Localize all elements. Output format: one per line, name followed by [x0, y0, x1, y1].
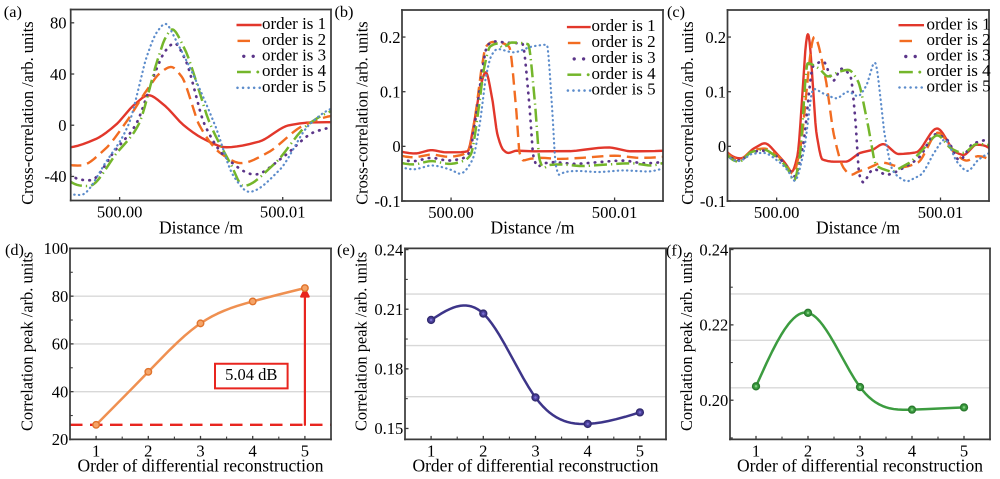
- svg-text:Order of differential reconstr: Order of differential reconstruction: [412, 456, 658, 476]
- svg-text:0.2: 0.2: [705, 28, 726, 47]
- svg-text:order is 5: order is 5: [262, 77, 326, 96]
- svg-text:0.2: 0.2: [380, 28, 401, 47]
- svg-text:1: 1: [752, 441, 760, 460]
- svg-text:Correlation peak /arb. units: Correlation peak /arb. units: [677, 252, 696, 431]
- svg-text:500.01: 500.01: [592, 203, 638, 222]
- svg-text:(b): (b): [334, 2, 353, 21]
- svg-text:0: 0: [718, 137, 726, 156]
- svg-text:Order of differential reconstr: Order of differential reconstruction: [737, 456, 983, 476]
- svg-text:Cross-correlation /arb. units: Cross-correlation /arb. units: [352, 21, 371, 204]
- svg-text:order is 2: order is 2: [592, 32, 656, 51]
- svg-text:4: 4: [908, 441, 917, 460]
- svg-text:(a): (a): [4, 2, 22, 21]
- svg-text:(f): (f): [666, 240, 682, 259]
- svg-text:40: 40: [52, 382, 69, 401]
- svg-text:-0.1: -0.1: [374, 192, 400, 211]
- svg-text:2: 2: [804, 441, 812, 460]
- svg-text:0: 0: [58, 116, 66, 135]
- svg-text:order is 4: order is 4: [927, 61, 992, 80]
- svg-text:Correlation peak /arb. units: Correlation peak /arb. units: [351, 252, 370, 431]
- svg-text:3: 3: [531, 441, 539, 460]
- svg-text:40: 40: [50, 65, 67, 84]
- svg-text:80: 80: [50, 14, 67, 33]
- svg-text:1: 1: [92, 441, 100, 460]
- svg-text:(e): (e): [337, 240, 355, 259]
- svg-text:500.01: 500.01: [918, 203, 964, 222]
- svg-text:Distance /m: Distance /m: [816, 218, 900, 238]
- svg-text:5: 5: [301, 441, 309, 460]
- svg-text:0: 0: [392, 137, 400, 156]
- svg-text:5: 5: [960, 441, 968, 460]
- svg-text:order is 3: order is 3: [262, 45, 326, 64]
- svg-text:2: 2: [479, 441, 487, 460]
- svg-text:Cross-correlation /arb. units: Cross-correlation /arb. units: [18, 21, 37, 204]
- svg-text:0.1: 0.1: [380, 82, 401, 101]
- svg-text:Cross-correlation /arb. units: Cross-correlation /arb. units: [678, 21, 697, 204]
- svg-text:order is 1: order is 1: [262, 14, 326, 33]
- svg-text:100: 100: [43, 239, 68, 258]
- svg-text:Distance /m: Distance /m: [490, 218, 574, 238]
- svg-text:order is 5: order is 5: [927, 77, 991, 96]
- svg-text:order is 5: order is 5: [592, 80, 656, 99]
- svg-text:Correlation peak /arb. units: Correlation peak /arb. units: [17, 252, 36, 431]
- svg-text:20: 20: [52, 430, 69, 449]
- svg-text:3: 3: [196, 441, 204, 460]
- svg-text:-0.1: -0.1: [700, 192, 726, 211]
- svg-text:order is 2: order is 2: [262, 30, 326, 49]
- svg-text:(d): (d): [5, 240, 24, 259]
- svg-text:0.1: 0.1: [705, 82, 726, 101]
- svg-text:60: 60: [52, 335, 69, 354]
- svg-text:2: 2: [144, 441, 152, 460]
- svg-text:order is 4: order is 4: [592, 64, 657, 83]
- svg-text:5.04 dB: 5.04 dB: [225, 365, 277, 384]
- svg-text:Distance /m: Distance /m: [159, 218, 243, 238]
- svg-text:order is 3: order is 3: [927, 46, 991, 65]
- svg-text:4: 4: [249, 441, 258, 460]
- svg-text:0.24: 0.24: [699, 240, 729, 259]
- svg-text:Order of differential reconstr: Order of differential reconstruction: [77, 456, 323, 476]
- svg-text:order is 2: order is 2: [927, 30, 991, 49]
- svg-text:500.00: 500.00: [97, 203, 143, 222]
- svg-text:500.01: 500.01: [260, 203, 306, 222]
- svg-text:0.22: 0.22: [699, 316, 728, 335]
- svg-text:0.24: 0.24: [374, 240, 404, 259]
- svg-text:-40: -40: [44, 167, 66, 186]
- svg-text:0.18: 0.18: [374, 360, 403, 379]
- svg-text:order is 1: order is 1: [592, 16, 656, 35]
- svg-text:order is 1: order is 1: [927, 14, 991, 33]
- svg-text:80: 80: [52, 287, 69, 306]
- svg-text:0.21: 0.21: [374, 300, 403, 319]
- svg-text:0.15: 0.15: [374, 419, 403, 438]
- svg-text:3: 3: [856, 441, 864, 460]
- svg-text:0.20: 0.20: [699, 391, 728, 410]
- svg-text:500.00: 500.00: [754, 203, 800, 222]
- svg-text:5: 5: [636, 441, 644, 460]
- svg-text:1: 1: [427, 441, 435, 460]
- svg-text:order is 3: order is 3: [592, 48, 656, 67]
- svg-text:order is 4: order is 4: [262, 61, 327, 80]
- svg-text:4: 4: [584, 441, 593, 460]
- svg-text:(c): (c): [667, 2, 685, 21]
- svg-text:500.00: 500.00: [428, 203, 474, 222]
